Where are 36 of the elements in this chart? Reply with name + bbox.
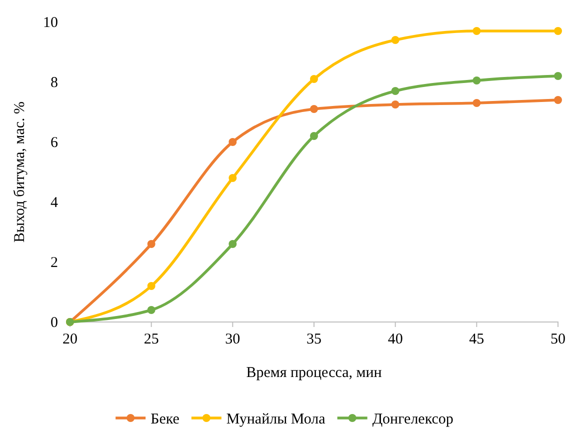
y-tick-label: 10 — [43, 14, 58, 31]
y-tick-label: 4 — [50, 194, 58, 211]
point — [310, 132, 318, 140]
x-tick-label: 45 — [469, 332, 484, 348]
point — [228, 138, 237, 146]
x-tick-label: 40 — [388, 332, 403, 348]
point — [391, 36, 400, 44]
y-axis-title: Выход битума, мас. % — [12, 101, 28, 243]
point — [228, 174, 237, 182]
point — [228, 240, 237, 248]
y-tick-label: 0 — [50, 314, 58, 331]
y-tick-label: 8 — [50, 74, 58, 91]
point — [147, 306, 156, 314]
point — [472, 99, 481, 107]
point — [147, 282, 156, 290]
point — [310, 105, 318, 113]
point — [310, 75, 318, 83]
x-axis-title: Время процесса, мин — [246, 365, 382, 381]
point — [391, 100, 400, 108]
x-tick-label: 20 — [62, 332, 78, 348]
y-tick-label: 2 — [50, 254, 58, 271]
point — [554, 96, 562, 104]
point — [472, 76, 481, 84]
legend-label: Беке — [150, 411, 180, 428]
y-tick-label: 6 — [50, 134, 58, 151]
point — [554, 27, 562, 35]
x-tick-label: 50 — [550, 332, 566, 348]
x-tick-label: 25 — [144, 332, 159, 348]
point — [472, 27, 481, 35]
x-tick-label: 30 — [225, 332, 240, 348]
point — [391, 87, 400, 95]
x-tick-label: 35 — [306, 332, 322, 348]
point — [554, 72, 562, 80]
legend-label: Мунайлы Мола — [226, 411, 326, 428]
point — [147, 240, 156, 248]
legend-label: Донгелексор — [372, 411, 454, 428]
